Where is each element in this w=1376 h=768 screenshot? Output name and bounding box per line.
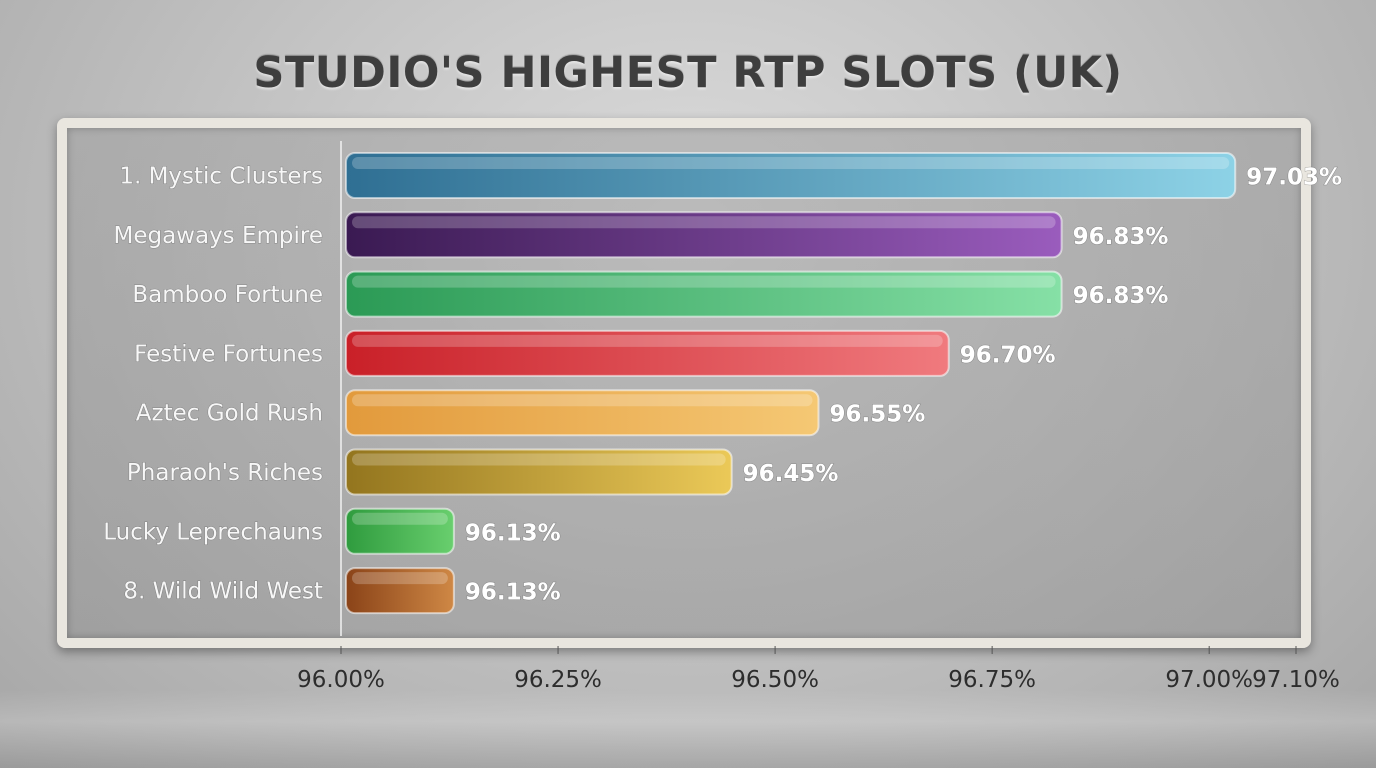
value-label: 96.45% (743, 461, 839, 487)
value-label: 96.83% (1073, 224, 1169, 250)
chart-panel (57, 118, 1311, 648)
chart-title: STUDIO'S HIGHEST RTP SLOTS (UK) (253, 48, 1123, 98)
category-label: Bamboo Fortune (132, 282, 323, 308)
tick-label: 96.25% (514, 667, 602, 693)
bar-highlight (352, 394, 813, 407)
category-label: Festive Fortunes (134, 341, 323, 367)
category-label: 1. Mystic Clusters (119, 164, 323, 190)
bar (345, 211, 1063, 259)
value-label: 96.13% (465, 520, 561, 546)
tick-label: 96.00% (297, 667, 385, 693)
value-label: 96.13% (465, 580, 561, 606)
bar-highlight (352, 572, 448, 585)
bar (345, 567, 455, 615)
bar-highlight (352, 275, 1056, 288)
bar (345, 507, 455, 555)
floor-reflection (0, 690, 1376, 768)
bar-highlight (352, 512, 448, 525)
bar (345, 448, 733, 496)
category-label: 8. Wild Wild West (123, 579, 323, 605)
bar (345, 270, 1063, 318)
bar (345, 329, 950, 377)
bar-highlight (352, 334, 943, 347)
bar-highlight (352, 216, 1056, 229)
bar (345, 389, 820, 437)
value-label: 97.03% (1246, 165, 1342, 191)
category-label: Lucky Leprechauns (103, 519, 323, 545)
value-label: 96.70% (960, 342, 1056, 368)
category-label: Aztec Gold Rush (136, 401, 323, 427)
category-label: Pharaoh's Riches (127, 460, 323, 486)
value-label: 96.83% (1073, 283, 1169, 309)
bar-highlight (352, 453, 726, 466)
tick-label: 96.50% (731, 667, 819, 693)
category-label: Megaways Empire (113, 223, 323, 249)
bar-highlight (352, 157, 1230, 169)
tick-label: 97.10% (1252, 667, 1340, 693)
tick-label: 96.75% (948, 667, 1036, 693)
tick-label: 97.00% (1165, 667, 1253, 693)
bar (345, 152, 1237, 199)
value-label: 96.55% (830, 402, 926, 428)
